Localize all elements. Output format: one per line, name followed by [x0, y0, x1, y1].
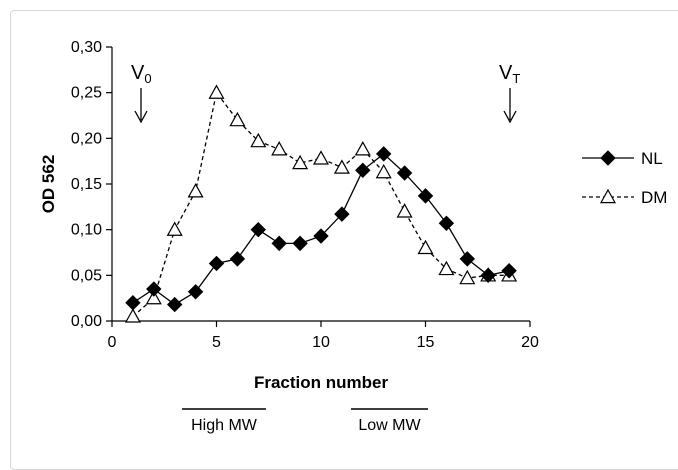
x-tick-label: 10 — [312, 334, 330, 351]
series-line-dm — [132, 91, 510, 317]
data-point-nl — [355, 162, 371, 179]
legend-item-nl: NL — [582, 149, 663, 168]
legend: NL DM — [582, 149, 667, 207]
x-tick-label: 5 — [212, 334, 221, 351]
x-axis-title: Fraction number — [254, 373, 389, 392]
y-tick-label: 0,20 — [71, 130, 102, 147]
data-point-dm — [271, 141, 288, 156]
data-point-dm — [459, 269, 476, 285]
series-nl — [125, 146, 517, 313]
data-point-nl — [229, 251, 246, 267]
y-tick-label: 0,30 — [71, 39, 102, 56]
y-axis-ticks: 0,00 0,05 0,10 0,15 0,20 0,25 0,30 — [71, 39, 112, 330]
annotation-label: VT — [499, 62, 520, 86]
annotation-v0: V0 — [131, 62, 152, 124]
data-point-dm — [250, 132, 267, 148]
x-tick-label: 20 — [521, 334, 539, 351]
series-layer — [124, 84, 518, 323]
data-point-dm — [312, 150, 330, 165]
data-point-nl — [501, 263, 517, 279]
data-point-nl — [313, 228, 329, 244]
data-point-nl — [271, 235, 287, 252]
series-dm — [124, 84, 518, 323]
data-point-nl — [187, 284, 204, 300]
annotation-label: V0 — [131, 62, 152, 86]
data-point-dm — [208, 84, 225, 99]
y-axis-title: OD 562 — [39, 155, 58, 214]
data-point-nl — [292, 235, 308, 252]
annotation-vt: VT — [499, 62, 520, 124]
data-point-nl — [396, 165, 413, 181]
data-point-nl — [459, 251, 476, 267]
data-point-dm — [166, 221, 183, 236]
arrow-down-icon — [134, 110, 148, 124]
data-point-dm — [333, 159, 350, 174]
data-point-dm — [229, 111, 246, 127]
data-point-dm — [417, 239, 434, 255]
data-point-nl — [125, 295, 141, 311]
y-tick-label: 0,05 — [71, 267, 102, 284]
y-tick-label: 0,10 — [71, 222, 102, 239]
data-point-nl — [166, 296, 183, 313]
data-point-nl — [375, 146, 392, 162]
data-point-dm — [124, 308, 141, 323]
annotation-layer: V0 VT — [131, 62, 520, 124]
chromatography-chart: 0,00 0,05 0,10 0,15 0,20 0,25 0,30 0 5 10 15 20 Fr… — [39, 39, 667, 434]
data-point-nl — [480, 267, 496, 284]
data-point-nl — [334, 206, 350, 222]
data-point-nl — [250, 221, 267, 238]
legend-marker — [599, 188, 617, 204]
range-label: High MW — [191, 417, 258, 434]
data-point-nl — [438, 215, 455, 231]
range-low-mw: Low MW — [351, 408, 428, 434]
y-tick-label: 0,15 — [71, 176, 102, 193]
data-point-dm — [292, 154, 309, 170]
legend-label: NL — [641, 149, 663, 168]
y-tick-label: 0,00 — [71, 313, 102, 330]
legend-label: DM — [641, 188, 667, 207]
data-point-dm — [145, 289, 162, 305]
data-point-nl — [208, 255, 225, 272]
data-point-nl — [146, 281, 162, 297]
data-point-dm — [354, 141, 371, 156]
x-tick-label: 15 — [417, 334, 435, 351]
x-tick-label: 0 — [108, 334, 117, 351]
range-label: Low MW — [358, 417, 421, 434]
range-high-mw: High MW — [182, 408, 266, 434]
data-point-dm — [396, 203, 413, 218]
data-point-dm — [375, 163, 392, 179]
y-tick-label: 0,25 — [71, 85, 102, 102]
range-layer: High MW Low MW — [182, 408, 428, 434]
x-axis-ticks: 0 5 10 15 20 — [108, 321, 539, 351]
legend-item-dm: DM — [582, 188, 667, 207]
arrow-down-icon — [503, 110, 517, 124]
data-point-dm — [187, 183, 204, 198]
legend-marker — [600, 150, 616, 166]
data-point-nl — [417, 188, 434, 204]
data-point-dm — [438, 260, 455, 276]
